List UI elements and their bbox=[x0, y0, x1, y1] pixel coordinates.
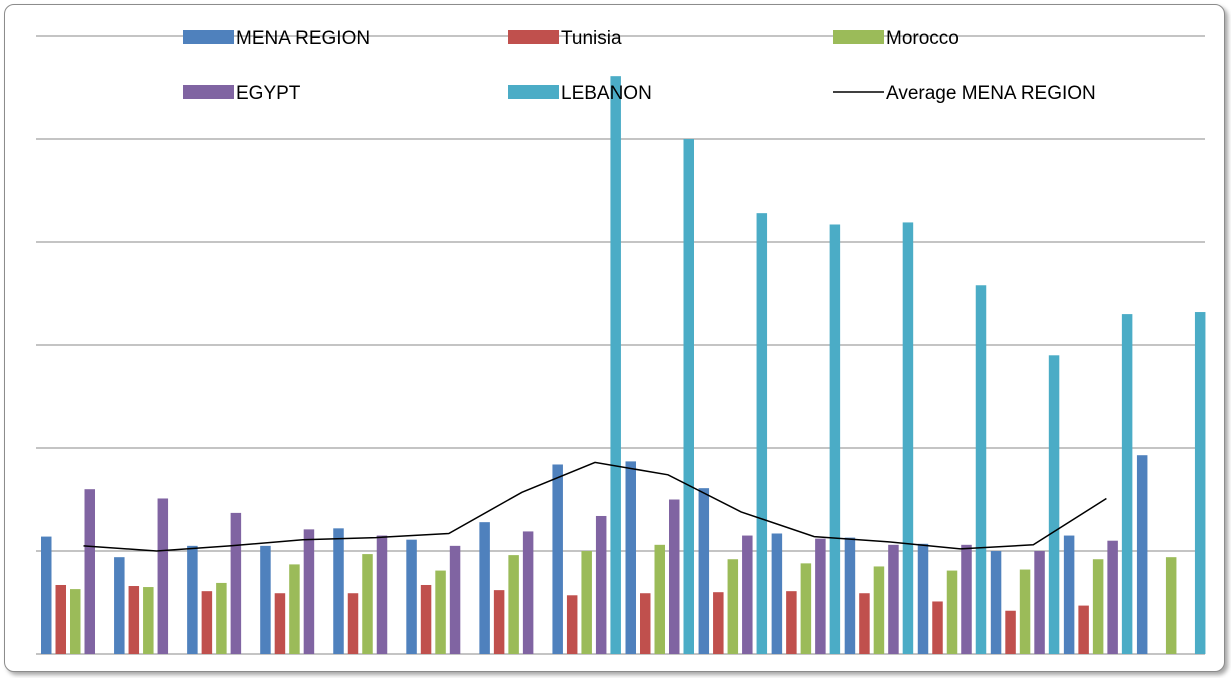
bar-tunisia bbox=[420, 584, 432, 654]
bar-morocco bbox=[216, 582, 227, 654]
bar-morocco bbox=[654, 544, 665, 654]
bar-egypt bbox=[303, 529, 315, 654]
bar-lebanon bbox=[1121, 314, 1133, 654]
bar-mena-region bbox=[698, 488, 710, 654]
bar-mena-region bbox=[990, 551, 1002, 654]
legend: MENA REGION Tunisia Morocco EGYPT LEBANON Ave… bbox=[183, 28, 1096, 104]
bar-mena-region bbox=[260, 545, 271, 654]
bar-morocco bbox=[1092, 559, 1104, 654]
bar-tunisia bbox=[347, 593, 359, 654]
bar-egypt bbox=[961, 544, 972, 654]
legend-label: LEBANON bbox=[561, 83, 652, 104]
bar-lebanon bbox=[1048, 355, 1060, 654]
bar-mena-region bbox=[917, 543, 929, 654]
bar-lebanon bbox=[756, 213, 768, 654]
bar-mena-region bbox=[625, 461, 636, 654]
bar-lebanon bbox=[902, 222, 914, 654]
bar-mena-region bbox=[333, 528, 344, 654]
bar-egypt bbox=[1107, 540, 1118, 654]
bar-egypt bbox=[449, 545, 461, 654]
bar-egypt bbox=[522, 531, 534, 654]
bar-morocco bbox=[70, 589, 81, 654]
bar-egypt bbox=[888, 544, 899, 654]
bar-egypt bbox=[815, 538, 826, 654]
bar-morocco bbox=[143, 587, 154, 654]
bar-egypt bbox=[376, 535, 388, 654]
bar-tunisia bbox=[640, 593, 651, 654]
bar-lebanon bbox=[975, 285, 987, 654]
bar-tunisia bbox=[713, 592, 724, 654]
bar-mena-region bbox=[1063, 535, 1075, 654]
legend-swatch bbox=[183, 30, 234, 44]
bar-lebanon bbox=[683, 139, 694, 654]
bar-lebanon bbox=[1194, 312, 1206, 654]
bar-mena-region bbox=[771, 533, 783, 654]
bar-egypt bbox=[157, 498, 169, 654]
bar-egypt bbox=[230, 512, 242, 654]
bar-mena-region bbox=[479, 522, 490, 654]
bar-tunisia bbox=[201, 591, 213, 654]
bar-morocco bbox=[508, 555, 519, 654]
legend-label: MENA REGION bbox=[236, 28, 370, 49]
bar-morocco bbox=[289, 564, 300, 654]
bar-morocco bbox=[435, 570, 446, 654]
legend-swatch bbox=[508, 85, 559, 99]
bar-morocco bbox=[1019, 569, 1031, 654]
bar-egypt bbox=[742, 535, 753, 654]
bars bbox=[41, 76, 1206, 655]
bar-mena-region bbox=[187, 545, 198, 654]
legend-swatch bbox=[508, 30, 559, 44]
bar-egypt bbox=[84, 489, 95, 654]
bar-tunisia bbox=[274, 593, 286, 654]
bar-mena-region bbox=[41, 536, 52, 654]
bar-lebanon bbox=[610, 76, 621, 655]
legend-swatch bbox=[833, 30, 884, 44]
bar-tunisia bbox=[932, 601, 943, 654]
bar-mena-region bbox=[406, 539, 417, 654]
bar-morocco bbox=[581, 551, 592, 654]
bar-tunisia bbox=[1078, 605, 1089, 654]
bar-tunisia bbox=[493, 590, 505, 654]
legend-swatch bbox=[183, 85, 234, 99]
bar-tunisia bbox=[859, 593, 870, 654]
legend-label: Morocco bbox=[886, 28, 959, 49]
bar-mena-region bbox=[552, 464, 563, 654]
bar-tunisia bbox=[566, 595, 578, 654]
bar-morocco bbox=[1165, 557, 1177, 654]
bar-tunisia bbox=[1005, 610, 1016, 654]
bar-egypt bbox=[669, 499, 680, 654]
bar-morocco bbox=[727, 559, 739, 654]
bar-morocco bbox=[946, 570, 958, 654]
bar-egypt bbox=[1034, 551, 1045, 654]
average-line bbox=[83, 461, 1107, 552]
bar-mena-region bbox=[1136, 455, 1148, 654]
legend-label: Tunisia bbox=[561, 28, 622, 49]
bar-egypt bbox=[595, 515, 607, 654]
bar-morocco bbox=[873, 566, 885, 654]
legend-label: EGYPT bbox=[236, 83, 301, 104]
bar-mena-region bbox=[844, 537, 856, 654]
bar-lebanon bbox=[829, 224, 841, 655]
average-line-path bbox=[83, 461, 1107, 552]
legend-label: Average MENA REGION bbox=[886, 83, 1096, 104]
bar-mena-region bbox=[114, 557, 125, 654]
bar-tunisia bbox=[786, 591, 797, 654]
bar-morocco bbox=[362, 554, 373, 654]
bar-tunisia bbox=[55, 584, 66, 654]
bar-morocco bbox=[800, 563, 812, 654]
bar-tunisia bbox=[128, 586, 140, 654]
